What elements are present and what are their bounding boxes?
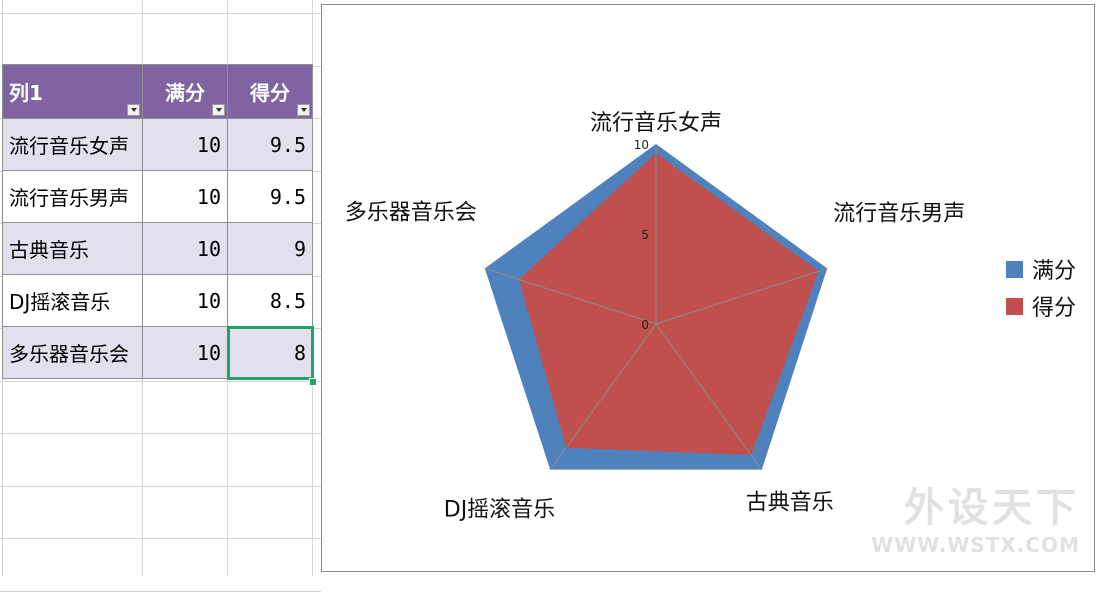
cell-score[interactable]: 9.5 (227, 170, 313, 223)
chart-area[interactable]: 0 5 10 流行音乐女声流行音乐男声古典音乐 DJ摇滚音乐 多乐器音乐会满分得分 外设天… (321, 4, 1095, 572)
axis-tick-label: 10 (634, 138, 649, 152)
table-row: 多乐器音乐会 10 8 (2, 325, 314, 380)
cell-score[interactable]: 9.5 (227, 118, 313, 171)
series-area-1 (519, 153, 819, 456)
watermark-url: WWW.WSTX.COM (871, 533, 1080, 557)
category-label: 多乐器音乐会 (345, 200, 477, 225)
cell-full[interactable]: 10 (142, 274, 228, 327)
filter-dropdown-icon[interactable] (212, 104, 225, 116)
category-label: 流行音乐女声 (590, 111, 722, 136)
axis-tick-label: 5 (641, 228, 649, 242)
watermark: 外设天下 WWW.WSTX.COM (871, 475, 1080, 557)
category-label: DJ摇滚音乐 (444, 498, 555, 523)
watermark-text: 外设天下 (904, 485, 1080, 531)
cell-score-selected[interactable]: 8 (226, 325, 314, 380)
cell-label[interactable]: 古典音乐 (2, 222, 143, 275)
cell-label[interactable]: 多乐器音乐会 (2, 326, 143, 379)
cell-full[interactable]: 10 (142, 326, 228, 379)
cell-full[interactable]: 10 (142, 118, 228, 171)
axis-spoke (549, 323, 657, 470)
legend-label: 得分 (1032, 296, 1076, 321)
cell-label[interactable]: 流行音乐女声 (2, 118, 143, 171)
data-table: 列1 满分 得分 流行音乐女声 10 9.5 流行音乐男声 10 9.5 古典音… (2, 64, 314, 380)
cell-score[interactable]: 8.5 (227, 274, 313, 327)
legend-swatch (1006, 261, 1023, 278)
category-label: 流行音乐男声 (833, 201, 965, 226)
table-row: 古典音乐 10 9 (2, 222, 313, 275)
cell-full[interactable]: 10 (142, 222, 228, 275)
header-full[interactable]: 满分 (142, 64, 228, 119)
cell-full[interactable]: 10 (142, 170, 228, 223)
cell-score[interactable]: 9 (227, 222, 313, 275)
category-label: 古典音乐 (746, 491, 834, 516)
legend-label: 满分 (1032, 259, 1076, 284)
cell-label[interactable]: 流行音乐男声 (2, 170, 143, 223)
filter-dropdown-icon[interactable] (127, 104, 140, 116)
legend-swatch (1006, 298, 1023, 315)
table-row: 流行音乐女声 10 9.5 (2, 118, 313, 171)
axis-tick-label: 0 (641, 318, 649, 332)
header-col1[interactable]: 列1 (2, 64, 143, 119)
header-score[interactable]: 得分 (227, 64, 313, 119)
axis-spoke (484, 267, 657, 325)
table-header-row: 列1 满分 得分 (2, 64, 313, 119)
table-row: 流行音乐男声 10 9.5 (2, 170, 313, 223)
fill-handle[interactable] (309, 378, 317, 386)
cell-label[interactable]: DJ摇滚音乐 (2, 274, 143, 327)
axis-spoke (655, 323, 763, 470)
filter-dropdown-icon[interactable] (297, 104, 310, 116)
table-row: DJ摇滚音乐 10 8.5 (2, 274, 313, 327)
axis-spoke (655, 267, 828, 325)
